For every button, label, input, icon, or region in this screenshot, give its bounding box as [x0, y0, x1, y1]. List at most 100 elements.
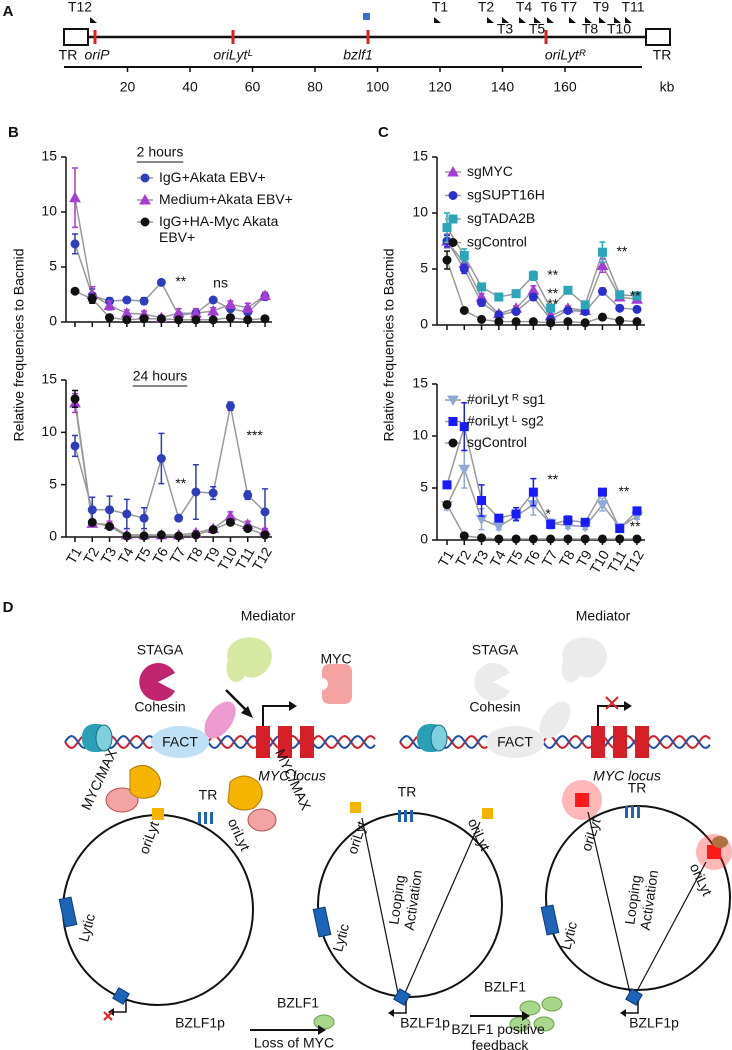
marker	[615, 290, 625, 300]
target-arrow	[599, 17, 606, 23]
x-tick-label: T5	[504, 547, 526, 569]
target-label: T4	[516, 0, 533, 15]
legend-label: Medium+Akata EBV+	[159, 191, 293, 207]
label: Cohesin	[134, 699, 185, 715]
marker	[442, 223, 452, 233]
marker	[174, 513, 184, 523]
x-tick-label: T6	[521, 547, 543, 569]
x-tick-label: T8	[184, 544, 206, 566]
cohesin	[539, 701, 571, 739]
annotation: **	[547, 266, 558, 282]
marker	[459, 422, 469, 432]
y-tick-label: 5	[420, 479, 428, 495]
target-label: T1	[432, 0, 449, 15]
x-tick-label: T1	[63, 544, 85, 566]
scale-unit: kb	[660, 79, 675, 95]
marker	[511, 509, 521, 519]
mediator	[561, 637, 607, 683]
staga	[139, 663, 175, 701]
marker	[511, 289, 521, 299]
marker	[632, 317, 642, 327]
marker	[632, 506, 642, 516]
text-line: feedback	[472, 1037, 530, 1050]
marker	[225, 517, 235, 527]
legend-label: sgTADA2B	[467, 210, 535, 226]
label: Lytic	[75, 912, 98, 943]
text-line: sgControl	[467, 434, 527, 450]
gene-exon	[635, 726, 649, 758]
target-arrow	[547, 17, 554, 23]
label: Cohesin	[469, 699, 520, 715]
marker	[103, 299, 116, 310]
marker	[260, 507, 270, 517]
marker	[122, 531, 132, 541]
x-tick-label: T2	[80, 544, 102, 566]
series-line	[74, 398, 266, 537]
marker	[191, 530, 201, 540]
text-line: #oriLyt ᴿ sg1	[467, 391, 545, 407]
feature-label: TR	[653, 47, 672, 63]
marker	[442, 480, 452, 490]
text-line: IgG+Akata EBV+	[159, 169, 266, 185]
x-tick-label: T7	[166, 544, 188, 566]
promoter-arrow	[392, 1001, 407, 1014]
marker	[511, 307, 521, 317]
marker	[494, 317, 504, 327]
target-arrow	[534, 17, 541, 23]
label: Mediator	[576, 608, 631, 624]
marker	[458, 464, 471, 476]
marker	[243, 490, 253, 500]
annotation: **	[630, 518, 641, 534]
label: MYC	[320, 651, 351, 667]
tr-repeat	[404, 810, 407, 822]
marker	[139, 193, 151, 205]
nucleosome-face	[430, 724, 448, 752]
marker	[87, 517, 97, 527]
label: MYC locus	[258, 768, 326, 784]
scale-label: 100	[366, 79, 390, 95]
myc-protein	[322, 664, 352, 704]
target-arrow	[519, 17, 526, 23]
fact	[151, 726, 209, 758]
feature-label: oriLytᴸ	[213, 47, 252, 63]
bound-factor	[712, 836, 728, 848]
gene-block	[58, 896, 78, 928]
marker	[528, 271, 538, 281]
x-tick-label: T1	[435, 547, 457, 569]
label: TR	[628, 780, 647, 796]
marker	[632, 304, 642, 314]
panel-label: A	[3, 3, 14, 20]
marker	[494, 513, 504, 523]
scale-label: 140	[491, 79, 515, 95]
marker	[511, 534, 521, 544]
promoter-arrowhead	[620, 1009, 626, 1017]
marker	[494, 292, 504, 302]
marker	[494, 534, 504, 544]
marker	[208, 488, 218, 498]
promoter-arrowhead	[289, 701, 297, 711]
marker	[459, 305, 469, 315]
bzlf1-protein	[313, 1014, 335, 1030]
staga	[474, 662, 510, 701]
scale-label: 40	[182, 79, 198, 95]
label: Lytic	[329, 922, 352, 953]
marker	[563, 515, 573, 525]
marker	[442, 255, 452, 265]
x-tick-label: T4	[115, 544, 137, 566]
text-line: Looping	[621, 870, 644, 925]
marker	[632, 534, 642, 544]
x-tick-label: T8	[556, 547, 578, 569]
loop-arrow	[587, 811, 631, 994]
annotation: **	[547, 285, 558, 301]
x-tick-label: T3	[97, 544, 119, 566]
marker	[105, 313, 115, 323]
marker	[139, 296, 149, 306]
target-label: T2	[478, 0, 495, 15]
scale-label: 80	[307, 79, 323, 95]
text-line: sgControl	[467, 233, 527, 249]
y-tick-label: 5	[49, 475, 57, 491]
marker	[528, 292, 538, 302]
myc-max	[105, 787, 139, 813]
tr-repeat	[204, 812, 207, 824]
marker	[224, 298, 237, 309]
